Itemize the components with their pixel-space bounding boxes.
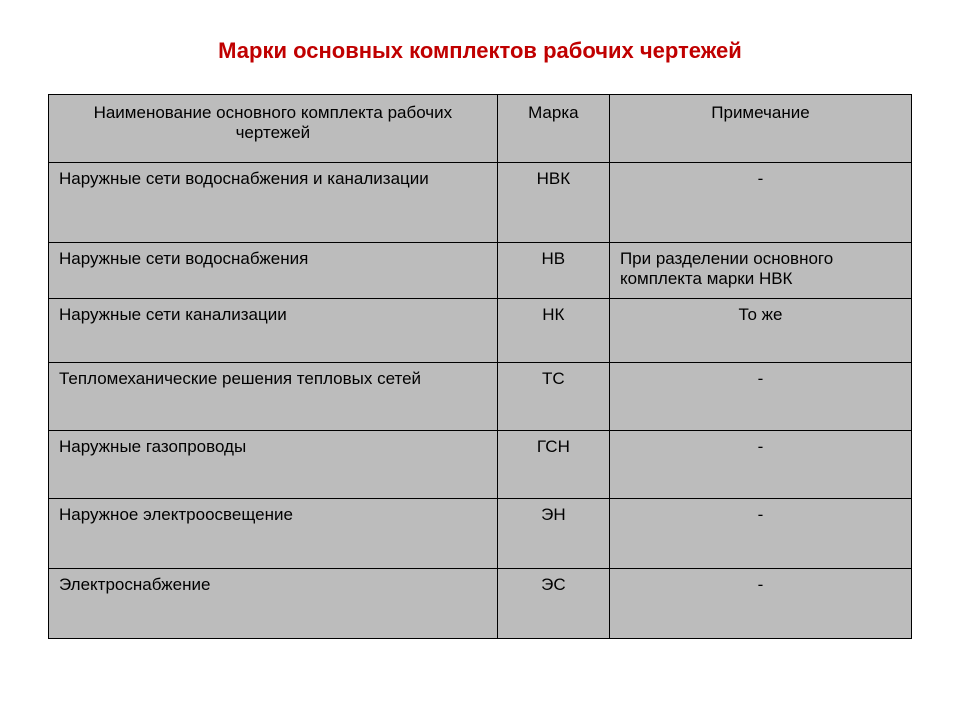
table-row: Наружные сети водоснабжения НВ При разде… [49,243,912,299]
cell-note: При разделении основного комплекта марки… [609,243,911,299]
table-row: Электроснабжение ЭС - [49,569,912,639]
cell-note: - [609,163,911,243]
table-row: Наружные сети водоснабжения и канализаци… [49,163,912,243]
cell-mark: НВ [497,243,609,299]
cell-mark: ГСН [497,431,609,499]
table-row: Наружное электроосвещение ЭН - [49,499,912,569]
cell-name: Наружные сети водоснабжения [49,243,498,299]
cell-mark: НВК [497,163,609,243]
cell-name: Электроснабжение [49,569,498,639]
cell-note: - [609,431,911,499]
table-container: Наименование основного комплекта рабочих… [0,94,960,639]
cell-name: Наружные газопроводы [49,431,498,499]
header-note: Примечание [609,95,911,163]
table-row: Наружные сети канализации НК То же [49,299,912,363]
cell-mark: ЭН [497,499,609,569]
cell-note: - [609,363,911,431]
cell-mark: ЭС [497,569,609,639]
cell-name: Наружные сети канализации [49,299,498,363]
page-title: Марки основных комплектов рабочих чертеж… [0,0,960,94]
cell-note: То же [609,299,911,363]
table-header-row: Наименование основного комплекта рабочих… [49,95,912,163]
cell-mark: ТС [497,363,609,431]
cell-name: Наружное электроосвещение [49,499,498,569]
cell-note: - [609,569,911,639]
cell-mark: НК [497,299,609,363]
cell-name: Наружные сети водоснабжения и канализаци… [49,163,498,243]
header-name: Наименование основного комплекта рабочих… [49,95,498,163]
cell-name: Тепломеханические решения тепловых сетей [49,363,498,431]
table-row: Тепломеханические решения тепловых сетей… [49,363,912,431]
header-mark: Марка [497,95,609,163]
table-row: Наружные газопроводы ГСН - [49,431,912,499]
cell-note: - [609,499,911,569]
marks-table: Наименование основного комплекта рабочих… [48,94,912,639]
